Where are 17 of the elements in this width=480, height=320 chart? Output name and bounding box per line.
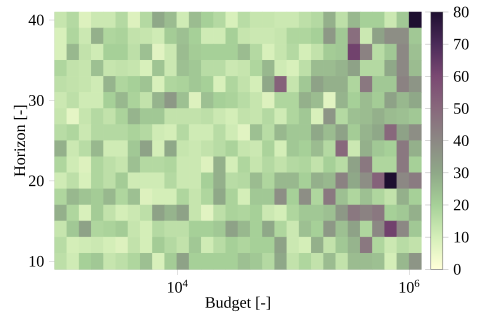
color-bar-label: 10 xyxy=(454,232,469,243)
y-tick-label: 30 xyxy=(29,95,44,106)
x-axis-title: Budget [-] xyxy=(205,296,270,312)
y-tick-label: 40 xyxy=(28,14,44,26)
y-tick-label: 10 xyxy=(30,256,44,267)
color-bar-label: 70 xyxy=(454,38,469,50)
color-bar-label: 80 xyxy=(454,6,469,18)
y-tick-label: 20 xyxy=(28,175,44,186)
y-axis-title: Horizon [-] xyxy=(14,106,28,176)
color-bar-label: 0 xyxy=(454,264,461,275)
color-bar-label: 60 xyxy=(454,70,469,82)
x-tick-label: 10$^{4}$ xyxy=(168,280,188,293)
x-tick-label: 10$^{6}$ xyxy=(400,280,420,293)
color-bar-label: 50 xyxy=(454,103,469,114)
color-bar-label: 40 xyxy=(454,135,469,146)
color-bar-label: 20 xyxy=(454,200,469,210)
color-bar-label: 30 xyxy=(454,167,469,178)
